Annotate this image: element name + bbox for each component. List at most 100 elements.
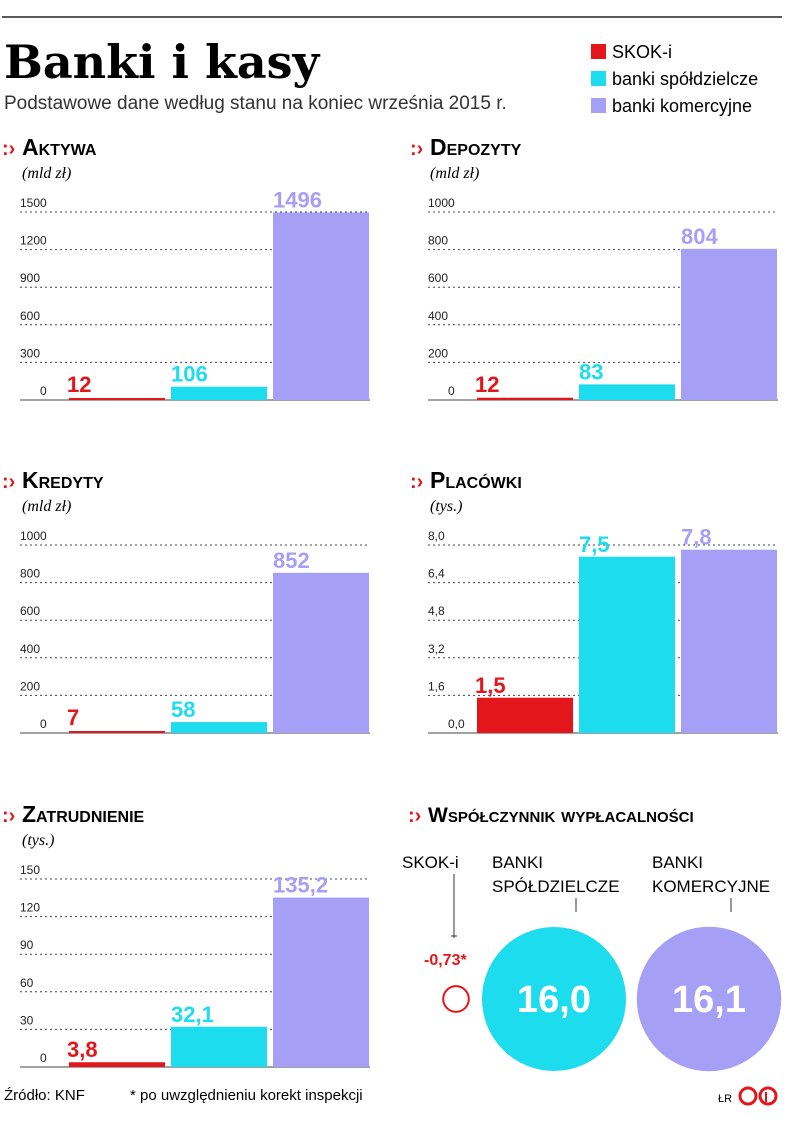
y-tick-label: 4,8 [428, 604, 445, 618]
y-tick-label: 800 [428, 234, 448, 248]
footer-note: * po uwzględnieniu korekt inspekcji [130, 1087, 363, 1104]
bar-value-label: 106 [171, 362, 208, 387]
section-marker-icon: :› [2, 471, 15, 493]
y-tick-label: 90 [20, 938, 34, 952]
legend-swatch-1 [591, 71, 606, 86]
chart-title: Depozyty [430, 134, 522, 160]
y-tick-label: 900 [20, 271, 40, 285]
section-marker-icon: :› [408, 805, 421, 827]
solvency-panel: :› Współczynnik wypłacalności SKOK-i -0,73*… [402, 804, 782, 1072]
y-tick-label: 200 [20, 679, 40, 693]
bar-chart-2: :› Kredyty (mld zł) 0 200 400 600 800 1000 7 58 852 [2, 467, 370, 734]
chart-title: Placówki [430, 467, 522, 493]
bar [171, 1026, 267, 1067]
chart-unit: (tys.) [430, 498, 462, 515]
bubble [636, 926, 782, 1072]
legend-label-2: banki komercyjne [612, 96, 752, 116]
y-tick-label: 120 [20, 901, 40, 915]
y-tick-label: 0 [40, 1051, 47, 1065]
bar [579, 556, 675, 733]
y-tick-label: 300 [20, 346, 40, 360]
y-tick-label: 60 [20, 976, 34, 990]
bar-chart-0: :› Aktywa (mld zł) 0 300 600 900 1200 1500 12 106 1… [2, 134, 370, 401]
bubble-category-label: SKOK-i [402, 853, 459, 872]
bar-value-label: 58 [171, 697, 195, 722]
y-tick-label: 0 [40, 384, 47, 398]
bubble [482, 927, 626, 1071]
bar [477, 397, 573, 400]
legend-label-0: SKOK-i [612, 42, 672, 62]
bar-chart-4: :› Zatrudnienie (tys.) 0 30 60 90 120 150 3,8 32,1… [2, 801, 370, 1068]
legend-swatch-2 [591, 98, 606, 113]
bar-value-label: 7,8 [681, 525, 712, 550]
bubble-value-label: 16,0 [517, 979, 591, 1021]
bar-value-label: 7 [67, 705, 79, 730]
y-tick-label: 400 [20, 642, 40, 656]
y-tick-label: 800 [20, 567, 40, 581]
y-tick-label: 30 [20, 1013, 34, 1027]
bar-value-label: 12 [475, 372, 499, 397]
bar-chart-1: :› Depozyty (mld zł) 0 200 400 600 800 1000 12 83 8… [410, 134, 778, 401]
bar [69, 398, 165, 400]
bubble-value-label: -0,73* [424, 952, 467, 969]
chart-unit: (mld zł) [22, 165, 71, 182]
y-tick-label: 1000 [428, 196, 455, 210]
bar [681, 549, 777, 733]
page-title: Banki i kasy [4, 35, 321, 89]
bar [171, 386, 267, 400]
chart-unit: (mld zł) [22, 498, 71, 515]
bar [681, 248, 777, 400]
bar-value-label: 135,2 [273, 873, 328, 898]
bar [477, 697, 573, 733]
bar [273, 897, 369, 1067]
bar-value-label: 804 [681, 224, 718, 249]
y-tick-label: 150 [20, 863, 40, 877]
legend: SKOK-i banki spółdzielcze banki komercyjne [591, 42, 758, 116]
section-marker-icon: :› [410, 471, 423, 493]
y-tick-label: 1000 [20, 529, 47, 543]
y-tick-label: 6,4 [428, 567, 445, 581]
bar-value-label: 852 [273, 548, 310, 573]
y-tick-label: 600 [20, 604, 40, 618]
y-tick-label: 0 [40, 717, 47, 731]
section-marker-icon: :› [410, 138, 423, 160]
section-marker-icon: :› [2, 805, 15, 827]
bar-value-label: 7,5 [579, 532, 610, 557]
bar-value-label: 32,1 [171, 1002, 214, 1027]
bar [69, 1062, 165, 1067]
y-tick-label: 0 [448, 384, 455, 398]
legend-label-1: banki spółdzielcze [612, 69, 758, 89]
page-subtitle: Podstawowe dane według stanu na koniec w… [4, 93, 507, 114]
chart-title: Zatrudnienie [22, 801, 145, 827]
chart-title: Aktywa [22, 134, 97, 160]
footer-source: Źródło: KNF [4, 1087, 85, 1104]
y-tick-label: 1,6 [428, 679, 445, 693]
bar-value-label: 83 [579, 359, 603, 384]
y-tick-label: 1500 [20, 196, 47, 210]
chart-unit: (mld zł) [430, 165, 479, 182]
chart-title: Kredyty [22, 467, 104, 493]
y-tick-label: 400 [428, 309, 448, 323]
bar [69, 731, 165, 733]
y-tick-label: 1200 [20, 234, 47, 248]
bar [273, 212, 369, 400]
chart-title: Współczynnik wypłacalności [428, 804, 694, 827]
y-tick-label: 0,0 [448, 717, 465, 731]
bar [579, 384, 675, 400]
chart-unit: (tys.) [22, 832, 54, 849]
y-tick-label: 200 [428, 346, 448, 360]
bubble [442, 985, 470, 1013]
y-tick-label: 600 [428, 271, 448, 285]
publisher-logo-icon [738, 1086, 778, 1106]
footer-initials: ŁR [718, 1093, 732, 1105]
bar-value-label: 1496 [273, 188, 322, 213]
y-tick-label: 3,2 [428, 642, 445, 656]
bubble-value-label: 16,1 [672, 979, 746, 1021]
y-tick-label: 8,0 [428, 529, 445, 543]
legend-swatch-0 [591, 44, 606, 59]
section-marker-icon: :› [2, 138, 15, 160]
bubble-category-label: BANKI KOMERCYJNE [652, 853, 770, 896]
y-tick-label: 600 [20, 309, 40, 323]
bar-value-label: 1,5 [475, 673, 506, 698]
bar-value-label: 3,8 [67, 1037, 98, 1062]
